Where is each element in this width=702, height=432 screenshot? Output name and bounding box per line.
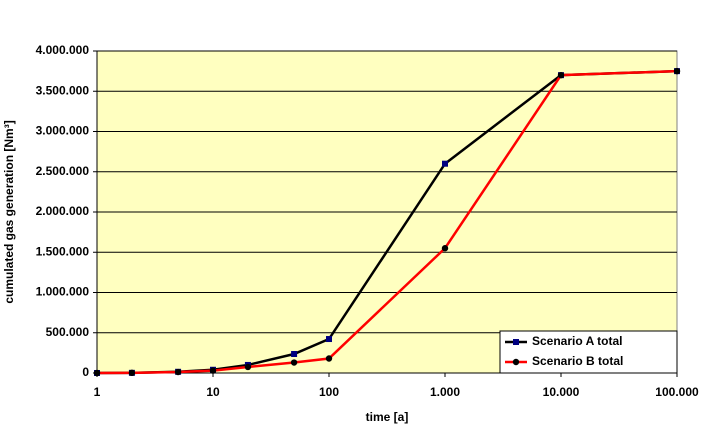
x-tick-label: 100.000 [655,385,699,399]
marker [209,367,217,374]
y-tick-label: 1.500.000 [36,244,90,258]
marker [291,351,298,358]
legend-label: Scenario A total [532,334,622,348]
marker [557,71,565,79]
y-tick-label: 2.000.000 [36,204,90,218]
y-tick-label: 4.000.000 [36,43,90,57]
marker [290,359,298,366]
legend-marker [513,339,519,345]
legend-box [499,330,678,374]
legend-label: Scenario B total [532,354,623,368]
marker [326,336,332,343]
y-tick-label: 3.000.000 [36,124,90,138]
x-tick-label: 10 [206,385,220,399]
series-line [96,69,678,375]
x-tick-label: 10.000 [543,385,580,399]
x-axis-label: time [a] [366,410,409,424]
marker [325,355,333,362]
y-tick-label: 3.500.000 [36,83,90,97]
y-axis-label: cumulated gas generation [Nm³] [2,120,16,303]
marker [93,369,101,377]
legend-marker [512,358,520,366]
marker [673,67,681,75]
y-tick-label: 0 [82,365,89,379]
marker [244,363,252,371]
y-tick-label: 1.000.000 [36,285,90,299]
marker [128,369,136,377]
marker [174,368,182,376]
marker [442,160,448,167]
x-tick-label: 100 [319,385,339,399]
x-tick-label: 1 [94,385,101,399]
marker [441,245,449,252]
y-tick-label: 500.000 [46,325,90,339]
y-tick-label: 2.500.000 [36,164,90,178]
x-tick-label: 1.000 [430,385,460,399]
